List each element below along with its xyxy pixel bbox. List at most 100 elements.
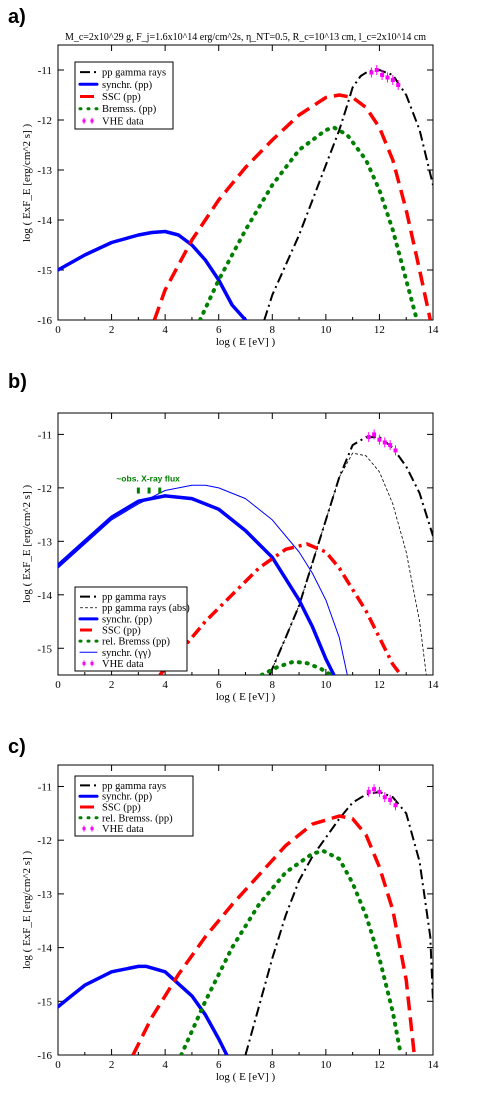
y-tick-label: -11 — [38, 65, 52, 77]
legend-label: pp gamma rays — [102, 592, 166, 603]
chart-title: M_c=2x10^29 g, F_j=1.6x10^14 erg/cm^2s, … — [65, 32, 426, 43]
series-line — [58, 229, 248, 320]
series-line — [152, 93, 433, 320]
legend-label: pp gamma rays — [102, 781, 166, 792]
x-tick-label: 0 — [55, 324, 61, 336]
x-tick-label: 10 — [320, 679, 332, 691]
vhe-point — [382, 440, 387, 445]
series-line — [58, 484, 348, 675]
plot-area — [58, 790, 433, 1055]
panel-label: b) — [8, 371, 27, 393]
series-line — [244, 790, 433, 1055]
y-tick-label: -12 — [37, 483, 52, 495]
series-line — [269, 452, 427, 675]
x-tick-label: 14 — [428, 324, 440, 336]
x-tick-label: 6 — [216, 324, 222, 336]
panel-label: a) — [8, 6, 26, 28]
legend-label: VHE data — [102, 659, 144, 670]
x-tick-label: 4 — [162, 324, 168, 336]
vhe-point — [396, 83, 401, 87]
xray-marker — [147, 487, 151, 494]
legend-label: synchr. (pp) — [102, 614, 153, 625]
vhe-point — [366, 435, 371, 440]
x-axis-label: log ( E [eV] ) — [216, 1071, 276, 1083]
vhe-point — [382, 795, 387, 800]
x-tick-label: 2 — [109, 324, 115, 336]
y-tick-label: -12 — [37, 835, 52, 847]
x-axis-label: log ( E [eV] ) — [216, 336, 276, 348]
y-tick-label: -14 — [37, 943, 52, 955]
x-tick-label: 2 — [109, 1059, 115, 1071]
chart-panel-2: b) 0 2 4 6 8 10 12 14 -15 -14 -13 -12 -11 log ( E [eV]… — [8, 371, 439, 703]
vhe-point — [369, 70, 374, 75]
vhe-point — [377, 437, 382, 442]
legend-label: pp gamma rays (abs) — [102, 603, 190, 614]
vhe-point — [372, 787, 377, 792]
series-line — [179, 848, 403, 1055]
x-tick-label: 8 — [270, 324, 276, 336]
vhe-point — [393, 448, 398, 453]
y-tick-label: -11 — [38, 781, 52, 793]
legend-label: VHE data — [102, 824, 144, 835]
x-axis-label: log ( E [eV] ) — [216, 691, 276, 703]
y-tick-label: -16 — [37, 1050, 52, 1062]
series-line — [131, 814, 417, 1055]
vhe-point — [388, 443, 393, 448]
vhe-point — [377, 789, 382, 794]
series-line — [268, 436, 433, 675]
y-axis-label: log ( ExF_E [erg/cm^2 s] ) — [21, 485, 33, 604]
y-tick-label: -13 — [37, 165, 52, 177]
y-tick-label: -12 — [37, 115, 52, 127]
x-tick-label: 2 — [109, 679, 115, 691]
legend-label: synchr. (pp) — [102, 80, 153, 91]
y-tick-label: -15 — [37, 996, 52, 1008]
legend-label: Bremss. (pp) — [102, 104, 157, 115]
legend-label: SSC (pp) — [102, 803, 141, 814]
series-line — [158, 542, 403, 675]
chart-panel-3: c) 0 2 4 6 8 10 12 14 -16 -15 -14 -13 -12 -11 log ( E [… — [8, 736, 439, 1083]
x-tick-label: 14 — [428, 1059, 440, 1071]
vhe-point — [366, 789, 371, 794]
chart-panel-1: a) M_c=2x10^29 g, F_j=1.6x10^14 erg/cm^2s… — [8, 6, 439, 348]
y-tick-label: -13 — [37, 536, 52, 548]
x-tick-label: 14 — [428, 679, 440, 691]
vhe-point — [374, 68, 379, 72]
x-tick-label: 6 — [216, 679, 222, 691]
x-tick-label: 0 — [55, 1059, 61, 1071]
x-tick-label: 4 — [162, 679, 168, 691]
y-axis-label: log ( ExF_E [erg/cm^2 s] ) — [21, 851, 33, 970]
vhe-point — [393, 803, 398, 808]
vhe-point — [372, 432, 377, 437]
y-tick-label: -14 — [37, 215, 52, 227]
series-line — [198, 125, 419, 320]
legend-label: SSC (pp) — [102, 626, 141, 637]
legend-label: synchr. (γγ) — [102, 648, 151, 659]
y-axis-label: log ( ExF_E [erg/cm^2 s] ) — [21, 124, 33, 243]
vhe-point — [390, 78, 395, 82]
series-line — [259, 659, 334, 675]
y-tick-label: -15 — [37, 643, 52, 655]
legend-label: VHE data — [102, 116, 144, 127]
x-tick-label: 8 — [270, 679, 276, 691]
plot-area — [58, 436, 433, 675]
y-tick-label: -16 — [37, 315, 52, 327]
y-tick-label: -15 — [37, 265, 52, 277]
x-tick-label: 6 — [216, 1059, 222, 1071]
x-tick-label: 12 — [374, 324, 385, 336]
x-tick-label: 4 — [162, 1059, 168, 1071]
legend-label: rel. Bremss. (pp) — [102, 813, 173, 824]
x-tick-label: 8 — [270, 1059, 276, 1071]
legend-label: rel. Bremss (pp) — [102, 637, 170, 648]
y-tick-label: -13 — [37, 889, 52, 901]
vhe-point — [380, 73, 385, 77]
legend-box — [74, 586, 188, 672]
x-tick-label: 12 — [374, 1059, 385, 1071]
x-tick-label: 10 — [320, 1059, 332, 1071]
legend-label: pp gamma rays — [102, 68, 166, 79]
legend-label: SSC (pp) — [102, 92, 141, 103]
vhe-point — [385, 75, 390, 80]
